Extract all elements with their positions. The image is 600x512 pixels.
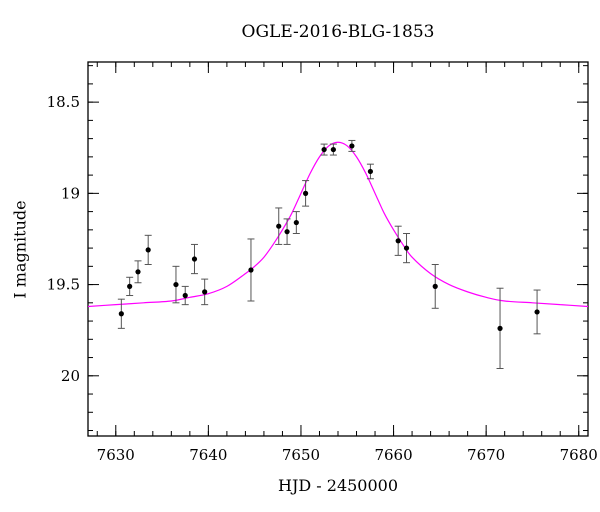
data-point — [202, 289, 208, 295]
data-point — [182, 292, 188, 299]
data-point — [534, 309, 540, 315]
x-tick-label: 7630 — [97, 446, 135, 464]
y-tick-label: 20 — [61, 367, 80, 385]
data-point — [293, 219, 299, 226]
x-tick-label: 7650 — [282, 446, 320, 464]
data-point — [276, 223, 282, 229]
data-point — [403, 245, 410, 251]
x-tick-label: 7670 — [467, 446, 505, 464]
data-point — [118, 311, 124, 317]
y-tick-label: 19.5 — [47, 276, 80, 294]
data-point — [248, 267, 254, 273]
chart-title: OGLE-2016-BLG-1853 — [241, 22, 435, 42]
data-point — [367, 168, 374, 175]
data-point — [432, 283, 438, 289]
y-tick-label: 18.5 — [47, 93, 80, 111]
data-point — [330, 146, 336, 153]
data-point — [135, 269, 141, 275]
data-point — [395, 238, 401, 244]
data-point — [191, 256, 198, 262]
plot-frame — [87, 61, 589, 437]
x-axis-label: HJD - 2450000 — [277, 476, 399, 495]
y-tick-label: 19 — [61, 184, 80, 202]
data-point — [145, 247, 151, 253]
x-tick-label: 7640 — [189, 446, 227, 464]
data-point — [497, 325, 503, 331]
data-point — [127, 283, 133, 289]
x-tick-label: 7680 — [560, 446, 598, 464]
y-axis-label: I magnitude — [10, 200, 30, 299]
data-point — [302, 190, 309, 196]
data-point — [321, 146, 327, 153]
model-curve — [88, 141, 588, 308]
x-tick-label: 7660 — [374, 446, 412, 464]
data-point — [284, 229, 290, 235]
data-point — [173, 281, 179, 288]
data-point — [349, 143, 355, 149]
